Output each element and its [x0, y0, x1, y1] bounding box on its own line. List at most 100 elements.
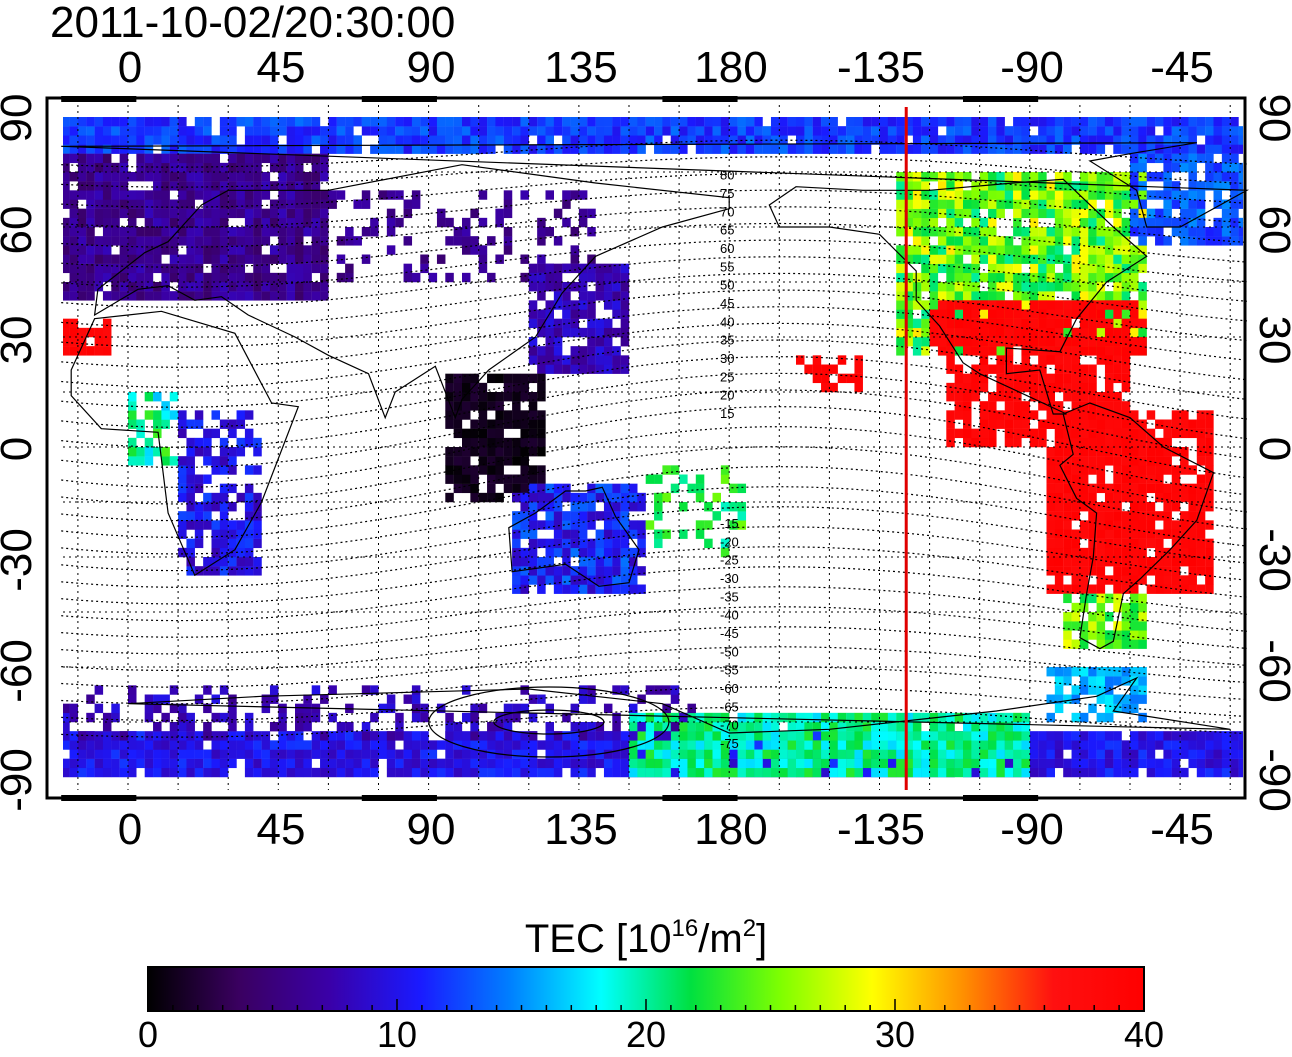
tec-cell — [211, 190, 220, 200]
tec-cell — [1163, 465, 1172, 475]
tec-cell — [503, 199, 513, 209]
tec-cell — [1238, 144, 1243, 154]
tec-cell — [720, 749, 730, 759]
frame-band — [361, 96, 437, 102]
tec-cell — [620, 538, 630, 549]
tec-cell — [578, 731, 588, 741]
tec-cell — [712, 135, 721, 145]
tec-cell — [720, 144, 730, 154]
tec-cell — [186, 208, 195, 219]
tec-cell — [203, 767, 212, 778]
tec-cell — [478, 135, 488, 145]
tec-cell — [1088, 767, 1097, 778]
tec-cell — [603, 337, 613, 347]
tec-cell — [837, 722, 847, 732]
tec-cell — [921, 767, 930, 778]
tec-cell — [896, 263, 905, 274]
tec-cell — [353, 740, 362, 750]
tec-cell — [603, 492, 613, 503]
tec-cell — [487, 456, 496, 466]
tec-cell — [537, 566, 546, 576]
tec-cell — [578, 538, 588, 549]
tec-cell — [178, 474, 187, 484]
contour-label: 35 — [720, 333, 734, 348]
tec-cell — [395, 712, 404, 723]
tec-cell — [770, 758, 780, 769]
tec-cell — [1146, 520, 1156, 530]
tec-cell — [311, 217, 321, 228]
tec-cell — [754, 758, 763, 769]
tec-cell — [1038, 731, 1047, 741]
tec-cell — [896, 227, 905, 237]
tec-cell — [1079, 382, 1089, 393]
bottom-tick-label: 45 — [256, 805, 306, 854]
tec-cell — [453, 758, 463, 769]
tec-cell — [612, 566, 621, 576]
tec-cell — [695, 529, 705, 539]
tec-cell — [370, 144, 379, 154]
tec-cell — [1121, 135, 1131, 145]
tec-cell — [445, 740, 454, 750]
tec-cell — [1004, 722, 1014, 732]
tec-cell — [186, 465, 195, 475]
tec-cell — [570, 117, 580, 127]
tec-cell — [1079, 245, 1089, 255]
tec-cell — [1138, 135, 1147, 145]
tec-cell — [295, 282, 304, 292]
tec-cell — [528, 538, 538, 549]
tec-cell — [1130, 731, 1139, 741]
tec-cell — [86, 236, 95, 246]
tec-cell — [946, 740, 955, 750]
tec-cell — [487, 135, 496, 145]
tec-cell — [320, 190, 329, 200]
tec-cell — [1180, 190, 1189, 200]
tec-cell — [186, 731, 195, 741]
tec-cell — [637, 722, 646, 732]
tec-cell — [988, 199, 997, 209]
contour-label: 55 — [720, 259, 734, 274]
tec-cell — [679, 474, 688, 484]
tec-cell — [370, 217, 379, 228]
tec-cell — [937, 245, 947, 255]
tec-cell — [128, 117, 137, 127]
tec-cell — [1138, 529, 1147, 539]
tec-cell — [562, 584, 571, 594]
tec-cell — [1079, 263, 1089, 274]
tec-cell — [320, 162, 329, 173]
tec-cell — [94, 254, 104, 264]
tec-cell — [1054, 584, 1064, 594]
tec-cell — [603, 135, 613, 145]
tec-cell — [336, 272, 346, 283]
tec-cell — [1013, 300, 1022, 310]
tec-cell — [1038, 419, 1047, 429]
tec-cell — [63, 236, 70, 246]
tec-cell — [871, 126, 880, 136]
tec-cell — [1079, 419, 1089, 429]
tec-cell — [654, 685, 663, 695]
tec-cell — [336, 767, 346, 778]
tec-cell — [269, 135, 279, 145]
tec-cell — [988, 291, 997, 301]
tec-cell — [411, 731, 421, 741]
tec-cell — [320, 694, 329, 704]
tec-cell — [963, 712, 972, 723]
tec-cell — [487, 483, 496, 494]
tec-cell — [86, 117, 95, 127]
tec-cell — [1104, 428, 1114, 439]
tec-cell — [186, 474, 195, 484]
tec-cell — [1113, 740, 1122, 750]
tec-cell — [219, 190, 229, 200]
tec-cell — [261, 703, 271, 714]
tec-cell — [1088, 327, 1097, 338]
tec-cell — [570, 502, 580, 512]
tec-cell — [1038, 272, 1047, 283]
tec-cell — [470, 126, 479, 136]
tec-cell — [662, 767, 671, 778]
tec-cell — [186, 245, 195, 255]
tec-cell — [912, 254, 922, 264]
tec-cell — [1138, 217, 1147, 228]
tec-cell — [219, 520, 229, 530]
contour-labels: 8075706560555045403530252015-15-20-25-30… — [720, 168, 739, 751]
tec-cell — [203, 135, 212, 145]
tec-cell — [545, 758, 554, 769]
